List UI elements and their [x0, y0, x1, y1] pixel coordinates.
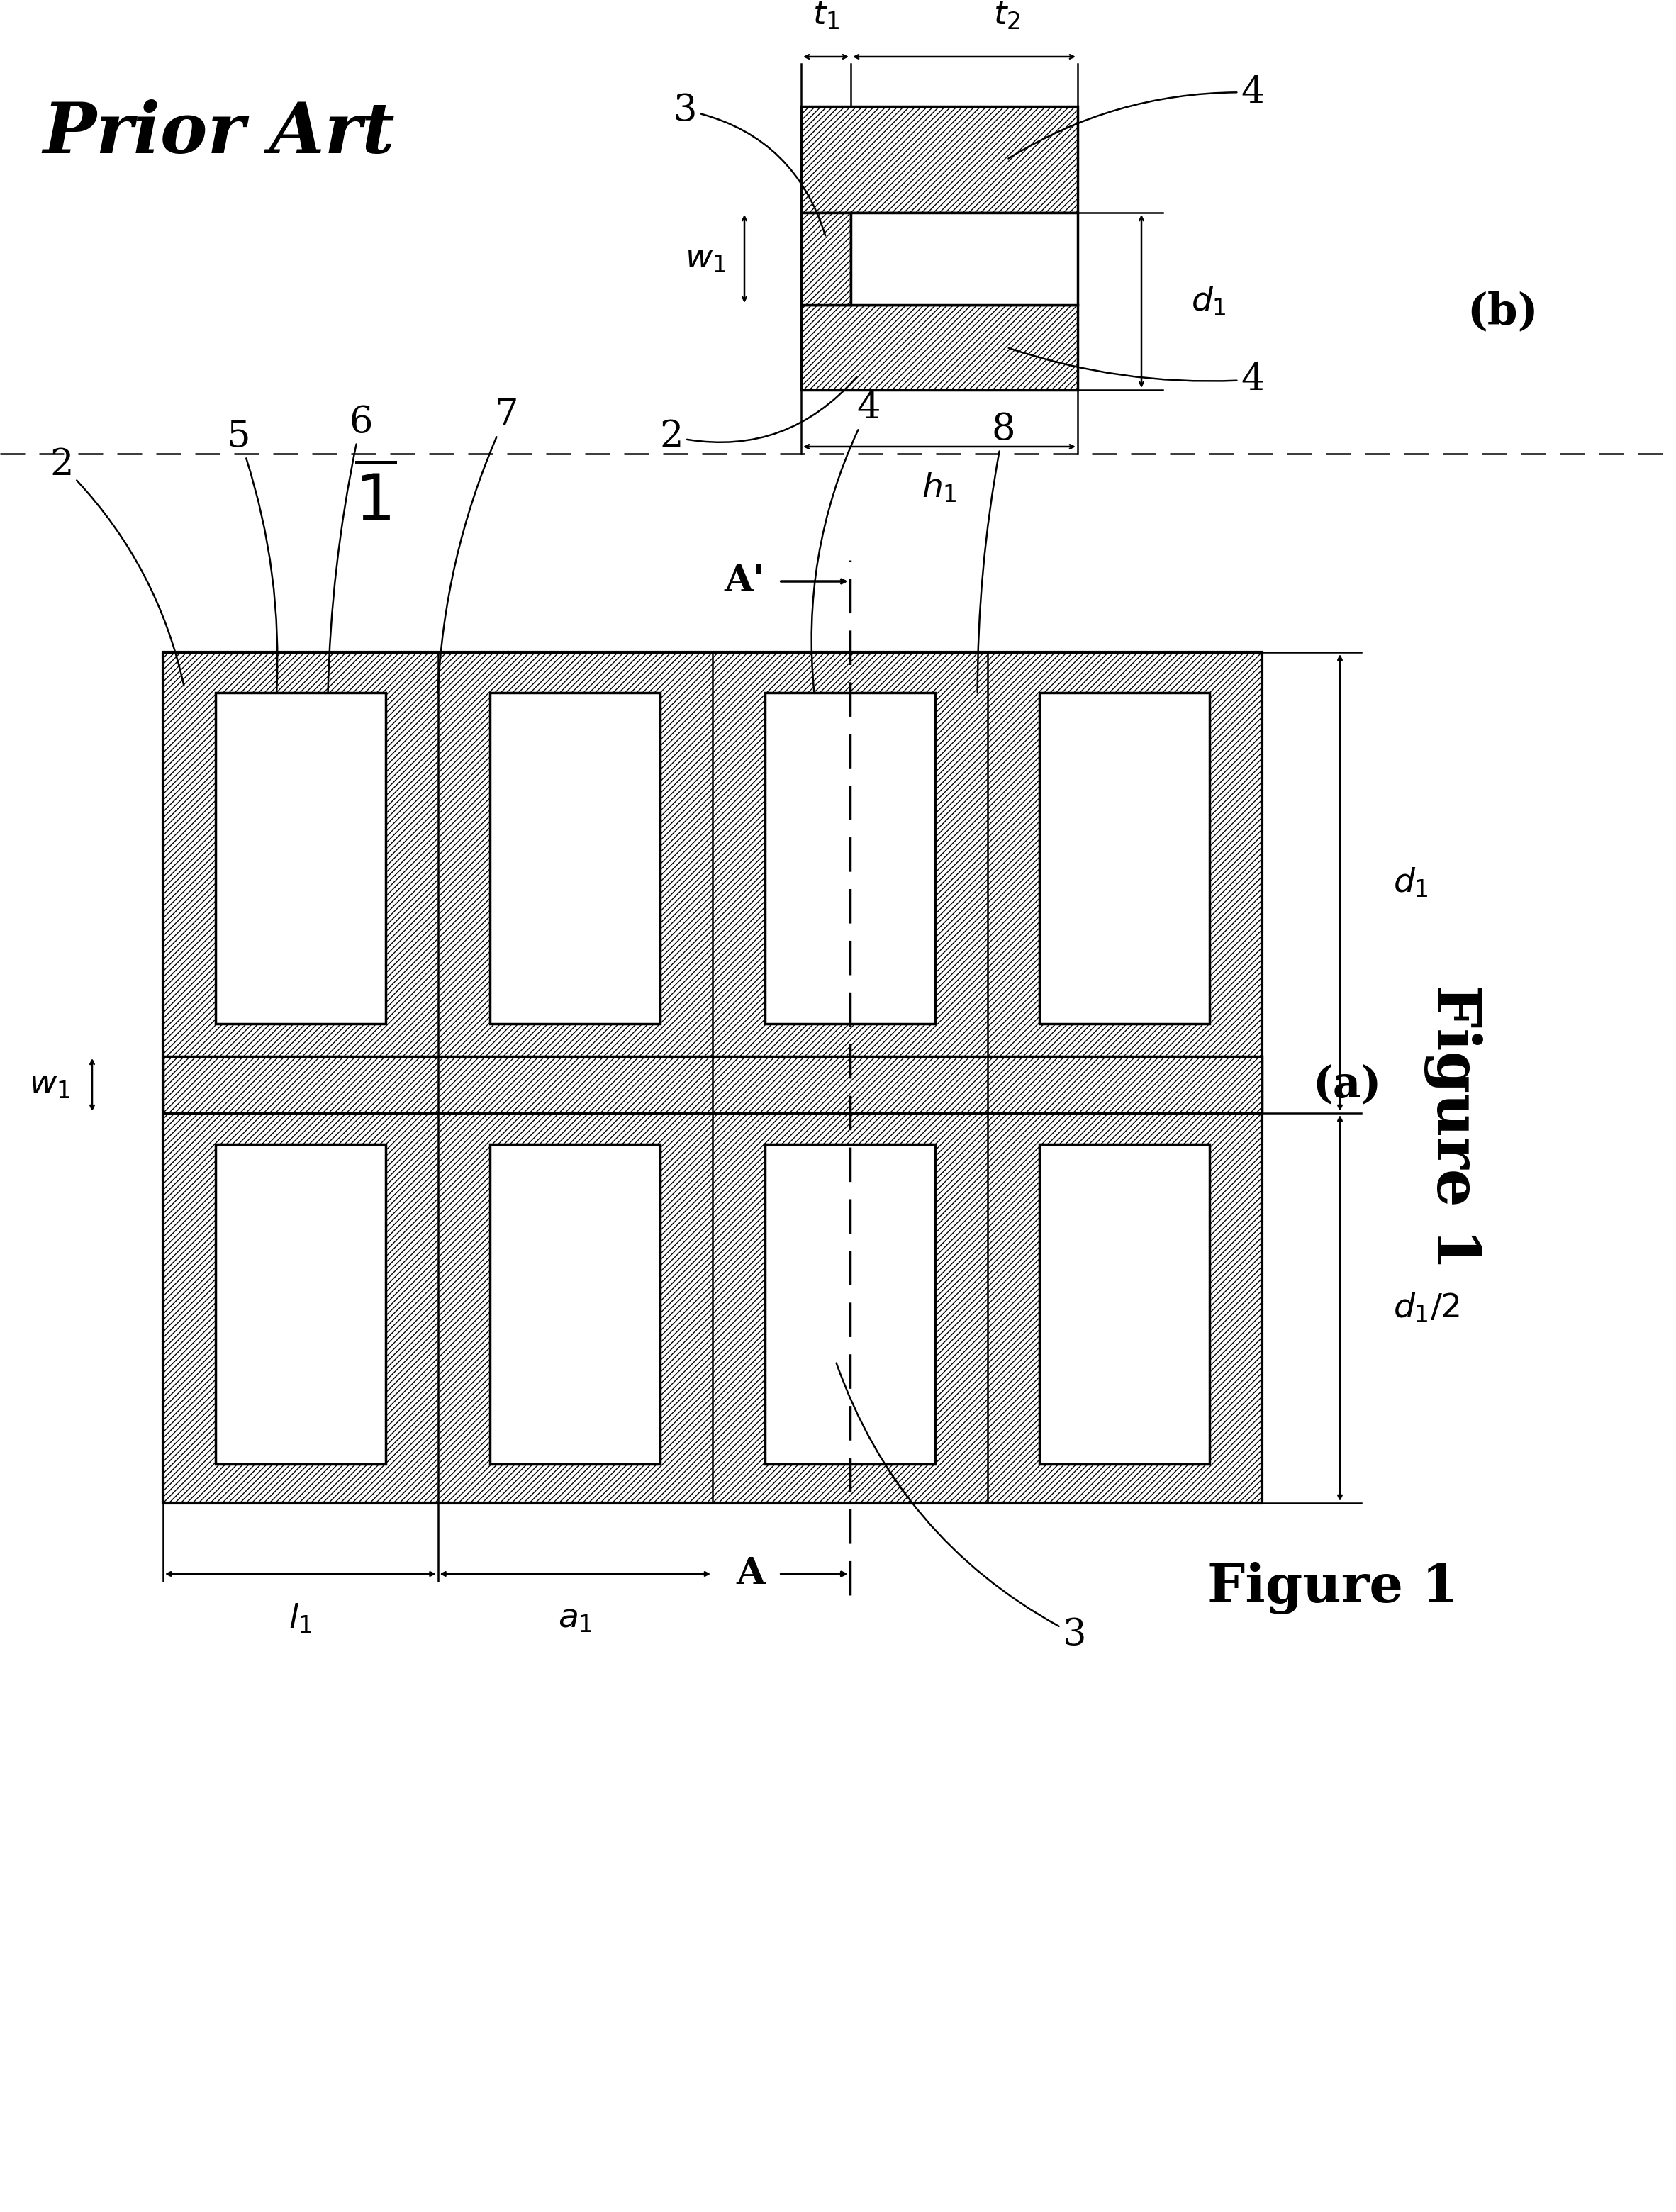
- Text: $h_1$: $h_1$: [922, 471, 957, 504]
- Text: 3: 3: [836, 1363, 1086, 1652]
- Polygon shape: [764, 692, 935, 1024]
- Polygon shape: [489, 1144, 660, 1464]
- Text: Figure 1: Figure 1: [1425, 984, 1483, 1270]
- Polygon shape: [215, 692, 385, 1024]
- Polygon shape: [1039, 692, 1210, 1024]
- Text: $d_1$: $d_1$: [1393, 867, 1428, 898]
- Polygon shape: [163, 653, 1262, 1502]
- Text: 7: 7: [437, 396, 518, 692]
- Polygon shape: [801, 212, 851, 305]
- Text: A': A': [724, 564, 764, 599]
- Text: Prior Art: Prior Art: [42, 100, 394, 168]
- Text: $d_1$: $d_1$: [1192, 285, 1227, 319]
- Text: 3: 3: [674, 93, 825, 237]
- Text: $d_1/2$: $d_1/2$: [1393, 1292, 1460, 1325]
- Polygon shape: [801, 305, 1078, 389]
- Polygon shape: [215, 1144, 385, 1464]
- Text: Figure 1: Figure 1: [1207, 1562, 1458, 1615]
- Text: 4: 4: [1009, 347, 1264, 398]
- Polygon shape: [851, 212, 1078, 305]
- Text: $l_1$: $l_1$: [288, 1601, 312, 1635]
- Polygon shape: [801, 106, 1078, 212]
- Text: 6: 6: [328, 405, 374, 692]
- Text: $\overline{1}$: $\overline{1}$: [355, 469, 397, 535]
- Text: 4: 4: [1009, 75, 1264, 159]
- Text: $t_2$: $t_2$: [994, 0, 1021, 31]
- Text: 2: 2: [50, 447, 184, 686]
- Text: 5: 5: [226, 418, 278, 692]
- Text: $t_1$: $t_1$: [813, 0, 840, 31]
- Text: $w_1$: $w_1$: [685, 243, 727, 274]
- Text: (b): (b): [1468, 290, 1539, 334]
- Polygon shape: [489, 692, 660, 1024]
- Polygon shape: [163, 1057, 1262, 1113]
- Text: $a_1$: $a_1$: [558, 1601, 592, 1635]
- Text: 4: 4: [811, 389, 880, 692]
- Text: 2: 2: [659, 378, 856, 453]
- Text: 8: 8: [977, 411, 1016, 692]
- Text: $w_1$: $w_1$: [30, 1068, 70, 1102]
- Polygon shape: [764, 1144, 935, 1464]
- Text: A: A: [736, 1555, 764, 1593]
- Polygon shape: [1039, 1144, 1210, 1464]
- Text: (a): (a): [1312, 1064, 1381, 1106]
